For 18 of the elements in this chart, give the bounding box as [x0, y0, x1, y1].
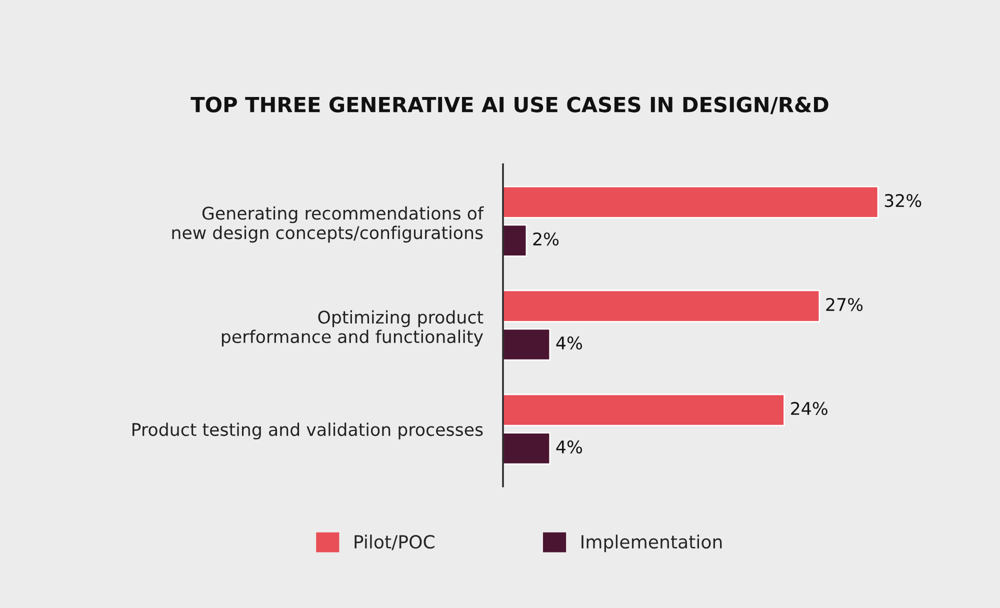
data-label: 4%	[556, 336, 582, 350]
data-label: 27%	[826, 298, 863, 312]
legend-label: Pilot/POC	[354, 534, 434, 550]
data-label: 24%	[791, 402, 828, 416]
y-tick-label: Generating recommendations of new design concepts/configurations	[172, 206, 484, 243]
data-label: 4%	[556, 440, 582, 454]
data-label: 2%	[533, 232, 559, 246]
bar	[503, 186, 879, 218]
bar	[503, 224, 528, 257]
bar	[503, 290, 820, 322]
bar	[503, 328, 551, 361]
y-tick-label: Product testing and validation processes	[132, 422, 483, 440]
y-tick-label: Optimizing product performance and functionality	[222, 310, 484, 347]
bar	[503, 394, 785, 426]
data-label: 32%	[884, 194, 922, 208]
chart-title: TOP THREE GENERATIVE AI USE CASES IN DESIGN/R&D	[190, 96, 828, 114]
legend-label: Implementation	[582, 534, 722, 552]
bar	[503, 432, 551, 465]
